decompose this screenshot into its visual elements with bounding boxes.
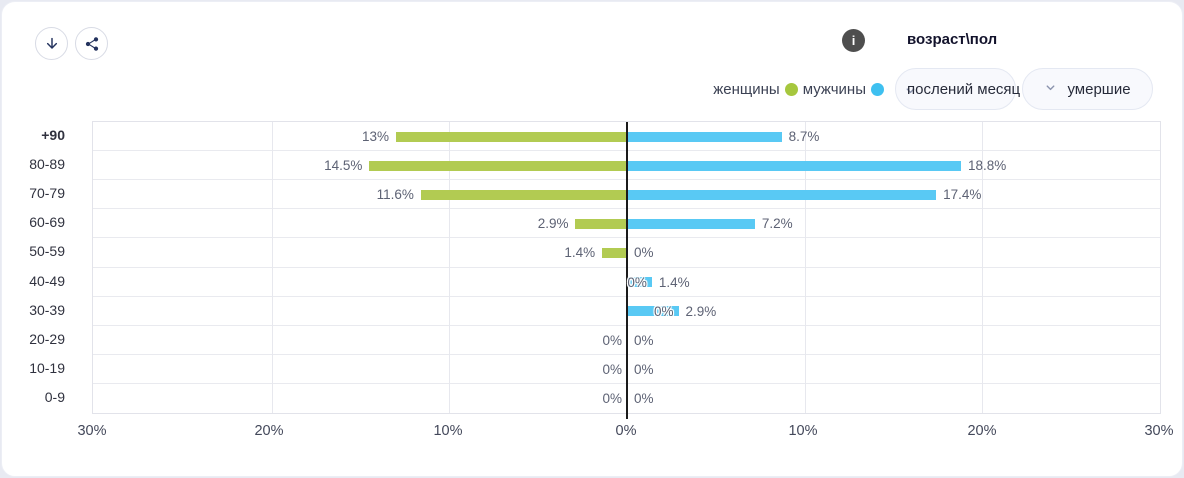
period-dropdown[interactable]: послений месяц	[895, 68, 1020, 110]
male-bar	[627, 306, 679, 317]
age-label: 40-49	[29, 272, 65, 289]
male-bar	[627, 218, 755, 229]
female-value-label: 2.9%	[537, 216, 569, 232]
gridline-vertical	[982, 122, 983, 413]
male-bar	[627, 277, 652, 288]
age-label: +90	[41, 127, 65, 143]
female-value-label: 0%	[654, 303, 674, 319]
info-glyph: i	[851, 33, 856, 48]
male-bar	[627, 131, 782, 142]
chevron-down-icon	[1044, 81, 1057, 98]
age-label: 50-59	[29, 243, 65, 260]
age-label: 60-69	[29, 214, 65, 231]
female-bar	[420, 189, 627, 200]
legend-label-women: женщины	[713, 81, 780, 98]
y-axis-labels: +90 80-89 70-79 60-69 50-59 40-49 30-39 20-29 10…	[2, 121, 65, 412]
male-bar	[627, 189, 937, 200]
female-value-label: 1.4%	[564, 245, 596, 261]
x-axis-tick: 10%	[788, 423, 818, 439]
gridline-vertical	[272, 122, 273, 413]
male-value-label: 1.4%	[658, 274, 690, 290]
plot-area: 13% 8.7% 14.5% 18.8% 11.6% 17.4% 2.9% 7.2% 1.4% 0…	[92, 121, 1161, 419]
female-bar	[575, 218, 627, 229]
metric-dropdown-value: умершие	[1067, 80, 1131, 98]
male-value-label: 0%	[634, 390, 654, 406]
female-bar	[602, 247, 627, 258]
male-value-label: 0%	[634, 245, 654, 261]
male-value-label: 0%	[634, 361, 654, 377]
legend-dot-men	[871, 83, 884, 96]
gridline-vertical	[449, 122, 450, 413]
chart-title: возраст\пол	[907, 31, 998, 48]
male-value-label: 17.4%	[943, 187, 982, 203]
download-button[interactable]	[35, 27, 68, 60]
female-value-label: 0%	[602, 332, 622, 348]
female-value-label: 0%	[627, 274, 647, 290]
share-icon	[84, 36, 100, 52]
male-value-label: 0%	[634, 332, 654, 348]
male-bar	[627, 160, 961, 171]
x-axis-tick: 20%	[254, 423, 284, 439]
female-value-label: 11.6%	[376, 187, 414, 203]
female-bar	[369, 160, 627, 171]
x-axis-tick: 0%	[615, 423, 637, 439]
x-axis-tick: 10%	[433, 423, 463, 439]
male-value-label: 18.8%	[968, 158, 1007, 174]
male-value-label: 8.7%	[788, 129, 820, 144]
age-label: 70-79	[29, 185, 65, 202]
legend-dot-women	[784, 83, 798, 96]
female-bar	[396, 131, 627, 142]
metric-dropdown[interactable]: умершие	[1022, 68, 1153, 110]
period-dropdown-value: послений месяц	[907, 80, 1021, 98]
zero-axis-line	[626, 122, 628, 419]
female-value-label: 0%	[602, 390, 622, 406]
x-axis-tick: 30%	[1144, 423, 1174, 439]
info-icon[interactable]: i	[842, 29, 865, 52]
age-label: 80-89	[29, 156, 65, 173]
legend-label-men: мужчины	[802, 81, 866, 98]
gridline-vertical	[805, 122, 806, 413]
share-button[interactable]	[75, 27, 108, 60]
female-value-label: 0%	[602, 361, 622, 377]
female-value-label: 14.5%	[324, 158, 363, 174]
download-icon	[44, 36, 60, 52]
age-label: 10-19	[29, 359, 65, 376]
male-value-label: 2.9%	[685, 303, 717, 319]
female-value-label: 13%	[362, 129, 390, 144]
age-label: 30-39	[29, 301, 65, 318]
age-label: 20-29	[29, 330, 65, 347]
male-value-label: 7.2%	[761, 216, 793, 232]
x-axis-tick: 20%	[967, 423, 997, 439]
chevron-down-icon	[904, 84, 917, 101]
x-axis-tick: 30%	[77, 423, 107, 439]
chart-legend: женщины мужчины	[713, 81, 884, 98]
age-label: 0-9	[44, 388, 65, 405]
